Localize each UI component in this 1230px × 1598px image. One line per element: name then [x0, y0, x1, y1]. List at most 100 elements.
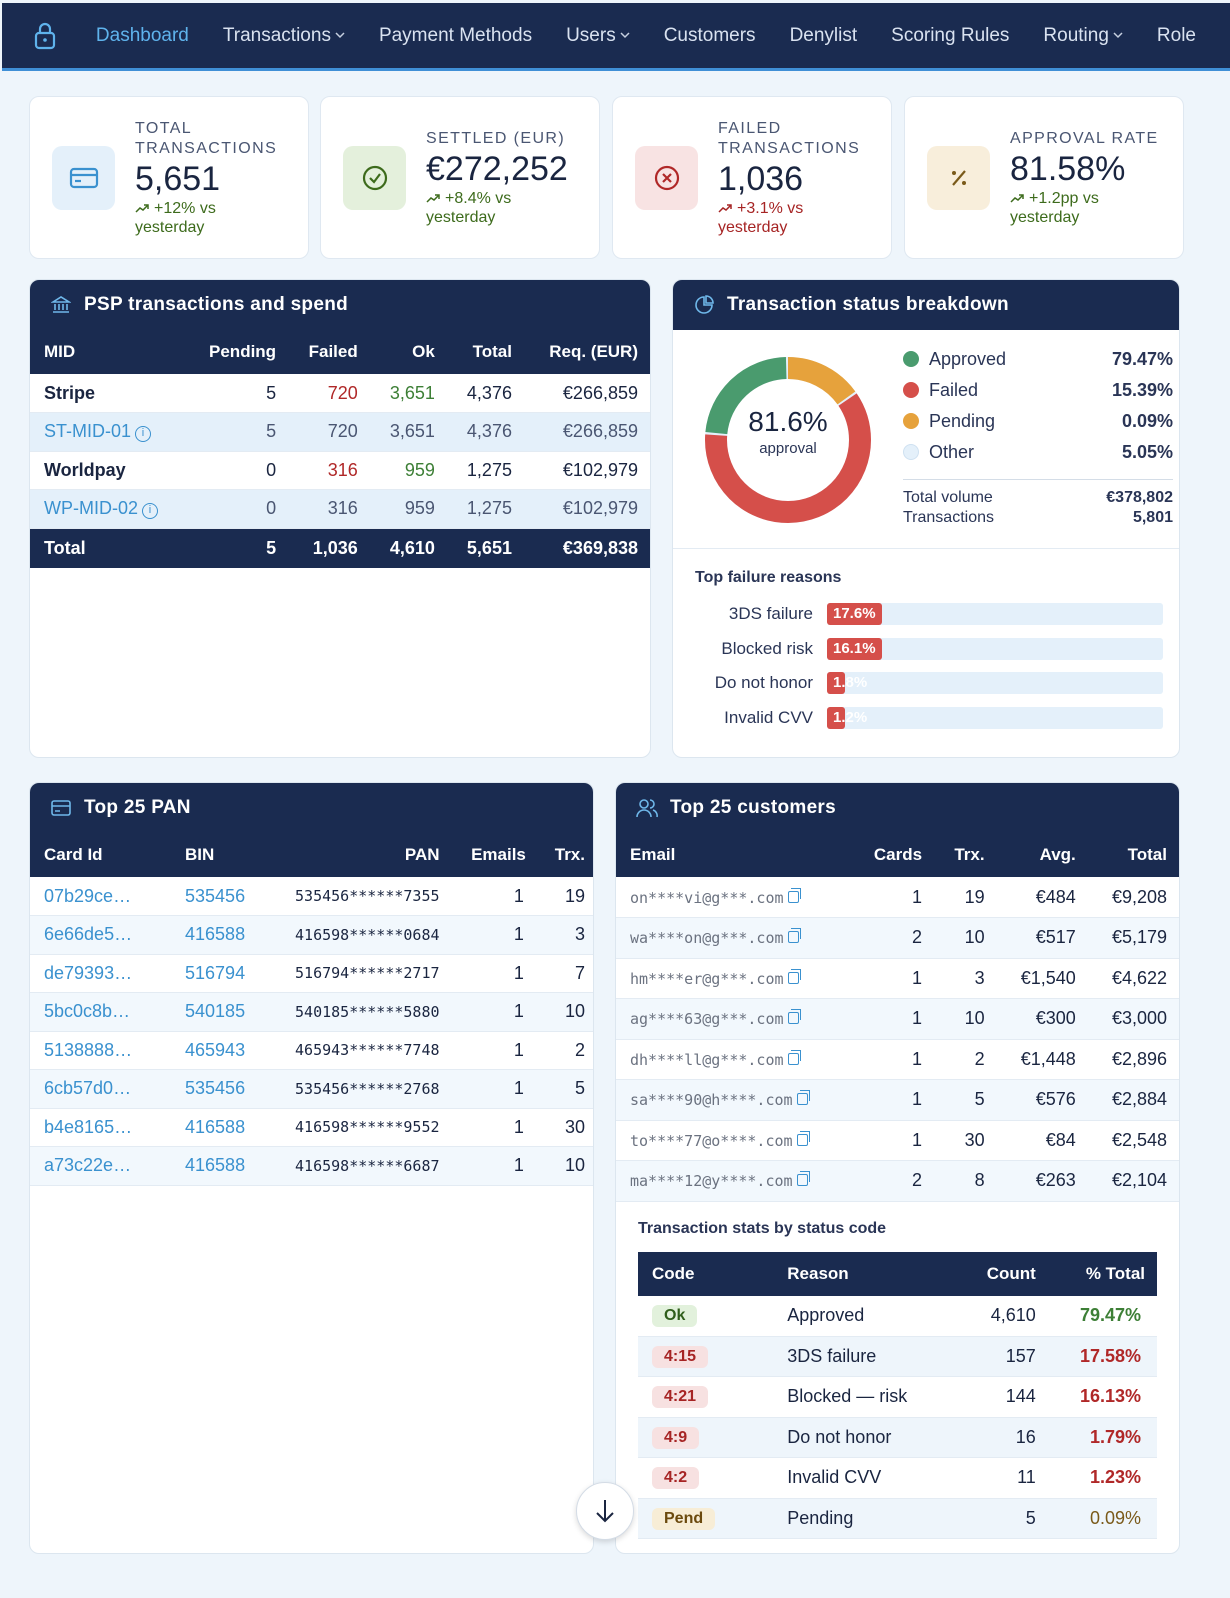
bin-link[interactable]: 540185	[155, 992, 267, 1032]
pan-row[interactable]: b4e8165… 416588 416598******9552 1 30	[30, 1108, 593, 1147]
nav-item-customers[interactable]: Customers	[664, 25, 756, 47]
psp-column-header[interactable]: Ok	[412, 342, 435, 361]
donut-slice-failed[interactable]	[705, 357, 871, 523]
status-code-column-header[interactable]: Count	[986, 1263, 1036, 1283]
pan-row[interactable]: de79393… 516794 516794******2717 1 7	[30, 954, 593, 993]
copy-icon[interactable]	[787, 1009, 801, 1025]
psp-column-header[interactable]: Failed	[308, 342, 358, 361]
pan-panel-title: Top 25 PAN	[84, 797, 191, 818]
card-id-link[interactable]: 07b29ce…	[30, 877, 156, 916]
psp-column-header[interactable]: Pending	[209, 342, 277, 361]
nav-item-role[interactable]: Role	[1157, 25, 1196, 47]
psp-column-header[interactable]: Total	[472, 342, 512, 361]
status-code-column-header[interactable]: Reason	[787, 1263, 849, 1283]
lock-logo-icon[interactable]	[28, 18, 62, 54]
card-id-link[interactable]: 6e66de5…	[30, 915, 156, 955]
customer-row[interactable]: ag****63@g***.com 1 10 €300 €3,000	[616, 998, 1179, 1040]
copy-icon[interactable]	[787, 1049, 801, 1065]
status-code-column-header[interactable]: Code	[652, 1263, 695, 1283]
status-code-row[interactable]: Pend Pending 5 0.09%	[638, 1498, 1157, 1539]
nav-item-routing[interactable]: Routing	[1043, 25, 1123, 47]
status-code-row[interactable]: 4:21 Blocked — risk 144 16.13%	[638, 1376, 1157, 1418]
card-id-link[interactable]: 5bc0c8b…	[30, 992, 156, 1032]
card-id-link[interactable]: b4e8165…	[30, 1108, 156, 1147]
nav-item-payment-methods[interactable]: Payment Methods	[379, 25, 532, 47]
legend-item-pending[interactable]: Pending 0.09%	[903, 406, 1173, 436]
pan-column-header[interactable]: Trx.	[554, 845, 585, 864]
customer-column-header[interactable]: Total	[1127, 845, 1167, 864]
bin-link[interactable]: 416588	[155, 1108, 267, 1147]
pan-row[interactable]: 5bc0c8b… 540185 540185******5880 1 10	[30, 992, 593, 1032]
psp-provider-row[interactable]: Stripe 5 720 3,651 4,376 €266,859	[30, 374, 650, 413]
psp-column-header[interactable]: Req. (EUR)	[549, 342, 638, 361]
mid-link[interactable]: ST-MID-01	[44, 421, 132, 442]
status-code-row[interactable]: 4:2 Invalid CVV 11 1.23%	[638, 1457, 1157, 1499]
donut-slice-pending[interactable]	[705, 357, 871, 523]
psp-mid-row[interactable]: ST-MID-01 i 5 720 3,651 4,376 €266,859	[30, 412, 650, 452]
card-id-link[interactable]: 6cb57d0…	[30, 1069, 156, 1109]
psp-column-header[interactable]: MID	[44, 342, 76, 361]
legend-item-other[interactable]: Other 5.05%	[903, 437, 1173, 467]
bin-link[interactable]: 516794	[155, 954, 267, 993]
card-id-link[interactable]: a73c22e…	[30, 1146, 156, 1186]
pan-value: 416598******0684	[266, 915, 452, 955]
customer-row[interactable]: hm****er@g***.com 1 3 €1,540 €4,622	[616, 958, 1179, 999]
copy-icon[interactable]	[796, 1130, 810, 1146]
failure-reason-row[interactable]: Do not honor 1.8%	[693, 671, 1163, 695]
customer-row[interactable]: sa****90@h****.com 1 5 €576 €2,884	[616, 1079, 1179, 1121]
customer-column-header[interactable]: Trx.	[954, 845, 985, 864]
customer-row[interactable]: dh****ll@g***.com 1 2 €1,448 €2,896	[616, 1039, 1179, 1080]
bin-link[interactable]: 535456	[155, 1069, 267, 1109]
pan-column-header[interactable]: PAN	[404, 845, 440, 864]
kpi-delta-text: +8.4% vs	[445, 189, 512, 207]
legend-item-failed[interactable]: Failed 15.39%	[903, 375, 1173, 405]
info-icon[interactable]: i	[135, 426, 152, 443]
pan-row[interactable]: 07b29ce… 535456 535456******7355 1 19	[30, 877, 593, 916]
legend-item-approved[interactable]: Approved 79.47%	[903, 344, 1173, 374]
psp-provider-row[interactable]: Worldpay 0 316 959 1,275 €102,979	[30, 451, 650, 490]
customer-row[interactable]: on****vi@g***.com 1 19 €484 €9,208	[616, 877, 1179, 918]
scroll-down-button[interactable]	[576, 1482, 634, 1540]
bin-link[interactable]: 465943	[155, 1031, 267, 1070]
customer-row[interactable]: wa****on@g***.com 2 10 €517 €5,179	[616, 917, 1179, 959]
status-code-column-header[interactable]: % Total	[1085, 1263, 1145, 1283]
customer-column-header[interactable]: Avg.	[1039, 845, 1076, 864]
nav-item-users[interactable]: Users	[566, 25, 630, 47]
pan-column-header[interactable]: BIN	[185, 845, 215, 864]
info-icon[interactable]: i	[142, 503, 158, 520]
copy-icon[interactable]	[787, 887, 801, 903]
psp-mid-row[interactable]: WP-MID-02 i 0 316 959 1,275 €102,979	[30, 489, 650, 529]
copy-icon[interactable]	[796, 1090, 810, 1106]
pan-row[interactable]: 6cb57d0… 535456 535456******2768 1 5	[30, 1069, 593, 1109]
bin-link[interactable]: 535456	[155, 877, 267, 916]
pan-column-header[interactable]: Card Id	[44, 845, 103, 864]
failure-reason-row[interactable]: 3DS failure 17.6%	[693, 602, 1163, 626]
card-id-link[interactable]: de79393…	[30, 954, 156, 993]
customer-column-header[interactable]: Email	[630, 845, 676, 864]
customer-row[interactable]: to****77@o****.com 1 30 €84 €2,548	[616, 1120, 1179, 1161]
status-code-cell: 4:15	[638, 1336, 748, 1377]
copy-icon[interactable]	[796, 1171, 810, 1187]
pan-row[interactable]: 6e66de5… 416588 416598******0684 1 3	[30, 915, 593, 955]
mid-link[interactable]: WP-MID-02	[44, 498, 138, 519]
bin-link[interactable]: 416588	[155, 915, 267, 955]
nav-item-dashboard[interactable]: Dashboard	[96, 25, 189, 47]
copy-icon[interactable]	[787, 928, 801, 944]
status-code-row[interactable]: 4:15 3DS failure 157 17.58%	[638, 1336, 1157, 1377]
failure-reason-row[interactable]: Invalid CVV 1.2%	[693, 706, 1163, 730]
failure-reason-row[interactable]: Blocked risk 16.1%	[693, 637, 1163, 661]
customer-column-header[interactable]: Cards	[873, 845, 923, 864]
status-code-row[interactable]: 4:9 Do not honor 16 1.79%	[638, 1417, 1157, 1458]
card-id-link[interactable]: 5138888…	[30, 1031, 156, 1070]
pan-row[interactable]: 5138888… 465943 465943******7748 1 2	[30, 1031, 593, 1070]
pan-column-header[interactable]: Emails	[471, 845, 526, 864]
status-code-row[interactable]: Ok Approved 4,610 79.47%	[638, 1295, 1157, 1337]
nav-item-transactions[interactable]: Transactions	[223, 25, 345, 47]
pan-row[interactable]: a73c22e… 416588 416598******6687 1 10	[30, 1146, 593, 1186]
customer-row[interactable]: ma****12@y****.com 2 8 €263 €2,104	[616, 1160, 1179, 1202]
copy-icon[interactable]	[787, 968, 801, 984]
psp-cell-failed: 316	[288, 489, 370, 529]
nav-item-denylist[interactable]: Denylist	[790, 25, 858, 47]
nav-item-scoring-rules[interactable]: Scoring Rules	[891, 25, 1009, 47]
bin-link[interactable]: 416588	[155, 1146, 267, 1186]
